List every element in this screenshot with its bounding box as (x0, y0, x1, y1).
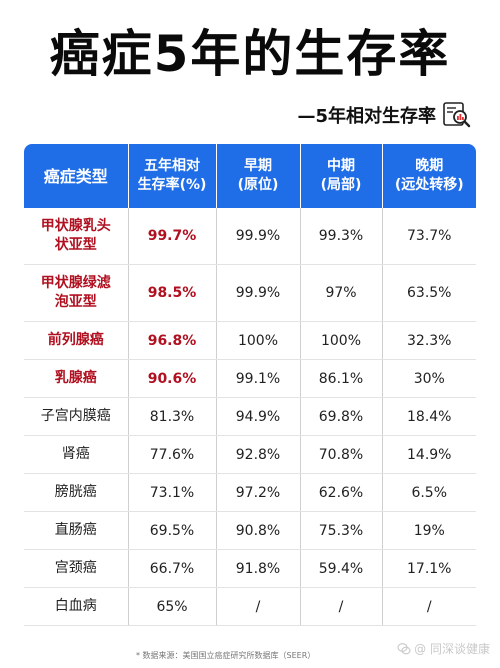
cancer-type-cell: 乳腺癌 (24, 359, 129, 398)
table-row: 甲状腺绿滤 泡亚型 98.5% 99.9% 97% 63.5% (24, 264, 476, 322)
subtitle: —5年相对生存率 (297, 106, 436, 127)
early-cell: 94.9% (216, 397, 301, 436)
mid-cell: 99.3% (300, 208, 383, 265)
magnifier-chart-icon (443, 102, 471, 128)
table-row: 乳腺癌 90.6% 99.1% 86.1% 30% (24, 359, 476, 398)
early-cell: 100% (216, 321, 301, 360)
subtitle-row: —5年相对生存率 (297, 100, 472, 130)
cancer-type-cell: 宫颈癌 (24, 549, 129, 588)
late-cell: 73.7% (382, 208, 476, 265)
table-row: 子宫内膜癌 81.3% 94.9% 69.8% 18.4% (24, 397, 476, 436)
mid-cell: 75.3% (300, 511, 383, 550)
cancer-type-cell: 甲状腺绿滤 泡亚型 (24, 264, 129, 322)
table-row: 宫颈癌 66.7% 91.8% 59.4% 17.1% (24, 549, 476, 588)
cancer-type-cell: 肾癌 (24, 435, 129, 474)
wechat-icon (397, 642, 411, 654)
five-year-cell: 73.1% (128, 473, 217, 512)
table-row: 前列腺癌 96.8% 100% 100% 32.3% (24, 321, 476, 360)
mid-cell: 59.4% (300, 549, 383, 588)
mid-cell: 100% (300, 321, 383, 360)
mid-cell: 70.8% (300, 435, 383, 474)
header-five-year: 五年相对 生存率(%) (128, 144, 217, 208)
cancer-type-cell: 甲状腺乳头 状亚型 (24, 208, 129, 265)
early-cell: 90.8% (216, 511, 301, 550)
late-cell: 6.5% (382, 473, 476, 512)
early-cell: 99.9% (216, 264, 301, 322)
early-cell: / (216, 587, 301, 626)
table-row: 膀胱癌 73.1% 97.2% 62.6% 6.5% (24, 473, 476, 512)
header-cancer-type: 癌症类型 (24, 144, 129, 208)
cancer-type-cell: 子宫内膜癌 (24, 397, 129, 436)
header-mid: 中期 (局部) (300, 144, 383, 208)
late-cell: 63.5% (382, 264, 476, 322)
page-title: 癌症5年的生存率 (49, 25, 451, 83)
mid-cell: / (300, 587, 383, 626)
late-cell: 19% (382, 511, 476, 550)
five-year-cell: 90.6% (128, 359, 217, 398)
late-cell: / (382, 587, 476, 626)
table-row: 肾癌 77.6% 92.8% 70.8% 14.9% (24, 435, 476, 474)
five-year-cell: 99.7% (128, 208, 217, 265)
watermark: @ 同深谈健康 (397, 640, 490, 657)
header-late: 晚期 (远处转移) (382, 144, 476, 208)
five-year-cell: 81.3% (128, 397, 217, 436)
early-cell: 91.8% (216, 549, 301, 588)
cancer-type-cell: 前列腺癌 (24, 321, 129, 360)
cancer-type-cell: 膀胱癌 (24, 473, 129, 512)
mid-cell: 97% (300, 264, 383, 322)
mid-cell: 69.8% (300, 397, 383, 436)
mid-cell: 62.6% (300, 473, 383, 512)
table-header-row: 癌症类型 五年相对 生存率(%) 早期 (原位) 中期 (局部) 晚期 (远处转移) (24, 144, 476, 208)
early-cell: 99.1% (216, 359, 301, 398)
five-year-cell: 66.7% (128, 549, 217, 588)
five-year-cell: 98.5% (128, 264, 217, 322)
late-cell: 32.3% (382, 321, 476, 360)
table-row: 甲状腺乳头 状亚型 99.7% 99.9% 99.3% 73.7% (24, 208, 476, 265)
late-cell: 18.4% (382, 397, 476, 436)
survival-table: 癌症类型 五年相对 生存率(%) 早期 (原位) 中期 (局部) 晚期 (远处转移) 甲… (24, 144, 476, 626)
table-row: 白血病 65% / / / (24, 587, 476, 626)
table-row: 直肠癌 69.5% 90.8% 75.3% 19% (24, 511, 476, 550)
data-source-note: * 数据来源：美国国立癌症研究所数据库（SEER） (136, 651, 316, 660)
late-cell: 30% (382, 359, 476, 398)
header-early: 早期 (原位) (216, 144, 301, 208)
mid-cell: 86.1% (300, 359, 383, 398)
late-cell: 14.9% (382, 435, 476, 474)
late-cell: 17.1% (382, 549, 476, 588)
early-cell: 92.8% (216, 435, 301, 474)
watermark-text: @ 同深谈健康 (414, 642, 490, 656)
five-year-cell: 65% (128, 587, 217, 626)
five-year-cell: 77.6% (128, 435, 217, 474)
five-year-cell: 69.5% (128, 511, 217, 550)
cancer-type-cell: 白血病 (24, 587, 129, 626)
early-cell: 97.2% (216, 473, 301, 512)
early-cell: 99.9% (216, 208, 301, 265)
five-year-cell: 96.8% (128, 321, 217, 360)
cancer-type-cell: 直肠癌 (24, 511, 129, 550)
